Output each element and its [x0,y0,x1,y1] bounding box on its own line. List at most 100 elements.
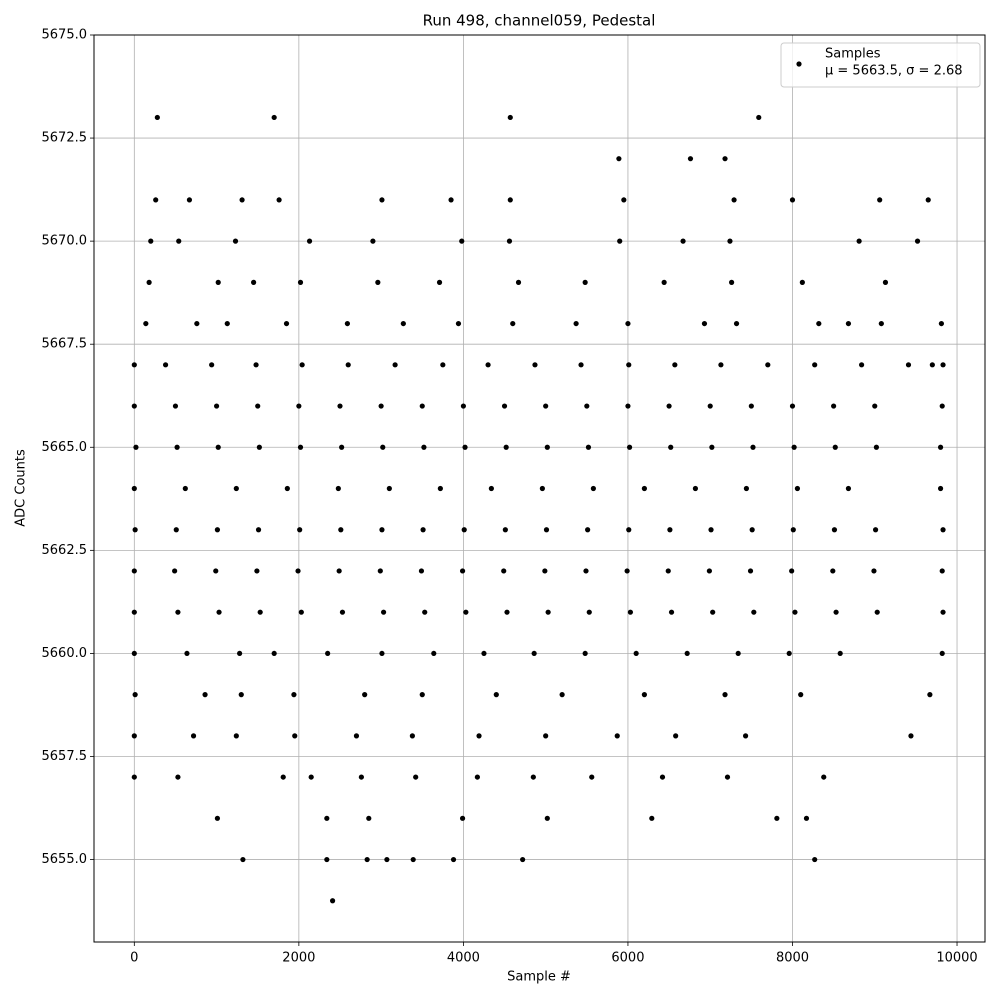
point [573,320,579,327]
point [624,568,630,574]
point [324,856,330,863]
point [625,320,631,327]
point [461,527,467,533]
point [882,279,889,285]
point [532,362,538,368]
point [344,320,350,327]
point [476,733,482,739]
point [832,444,838,450]
chart-title: Run 498, channel059, Pedestal [423,12,656,30]
point [378,403,384,409]
point [366,815,372,821]
point [756,114,762,121]
point [641,692,647,698]
point [175,774,181,780]
point [927,692,933,698]
point [680,238,686,244]
point [232,238,239,244]
point [940,362,946,368]
legend: Samples μ = 5663.5, σ = 2.68 [780,42,981,88]
point [731,197,737,203]
point [626,444,633,450]
point [938,320,944,327]
point [649,815,655,821]
plot-frame [93,34,986,943]
point [280,774,286,780]
point [131,774,137,780]
point [877,197,883,203]
point [440,362,446,368]
point [240,856,246,863]
point [510,320,516,327]
point [131,733,137,739]
point [184,650,190,657]
point [436,279,443,285]
point [375,279,381,285]
point [872,403,878,409]
point [661,279,667,285]
point [872,527,879,533]
point [925,197,931,203]
point [463,609,469,615]
point [582,279,588,285]
point [812,856,818,863]
point [176,238,182,244]
point [543,527,550,533]
point [239,197,245,203]
point [131,609,137,615]
point [460,403,466,409]
point [379,527,385,533]
y-tick-label: 5657.5 [42,749,88,764]
point [422,609,428,615]
point [733,320,740,327]
x-tick-label: 6000 [611,951,644,966]
point [507,197,513,203]
point [687,156,694,162]
point [789,403,796,409]
point [803,815,810,821]
point [257,609,263,615]
point [544,815,550,821]
point [578,362,584,368]
point [668,444,674,450]
point [233,485,239,492]
point [531,650,537,657]
point [337,403,343,409]
y-tick-label: 5667.5 [42,337,88,352]
point [873,444,880,450]
point [379,650,385,657]
point [668,609,675,615]
legend-marker [796,61,802,67]
point [233,733,239,739]
point [255,527,262,533]
point [353,733,360,739]
point [384,856,390,863]
point [530,774,536,780]
point [710,609,716,615]
point [386,485,392,492]
point [296,403,302,409]
point [255,403,261,409]
point [377,568,383,574]
point [545,609,551,615]
point [292,733,298,739]
point [543,403,549,409]
point [939,403,945,409]
point [338,527,344,533]
point [400,320,406,327]
point [937,444,944,450]
point [520,856,526,863]
point [589,774,595,780]
point [299,362,305,368]
x-tick-label: 10000 [936,951,977,966]
point [308,774,314,780]
point [421,444,427,450]
point [325,650,331,657]
point [173,527,179,533]
x-tick-label: 0 [130,951,138,966]
point [789,568,795,574]
point [358,774,364,780]
point [297,527,303,533]
point [506,238,513,244]
point [131,650,137,657]
